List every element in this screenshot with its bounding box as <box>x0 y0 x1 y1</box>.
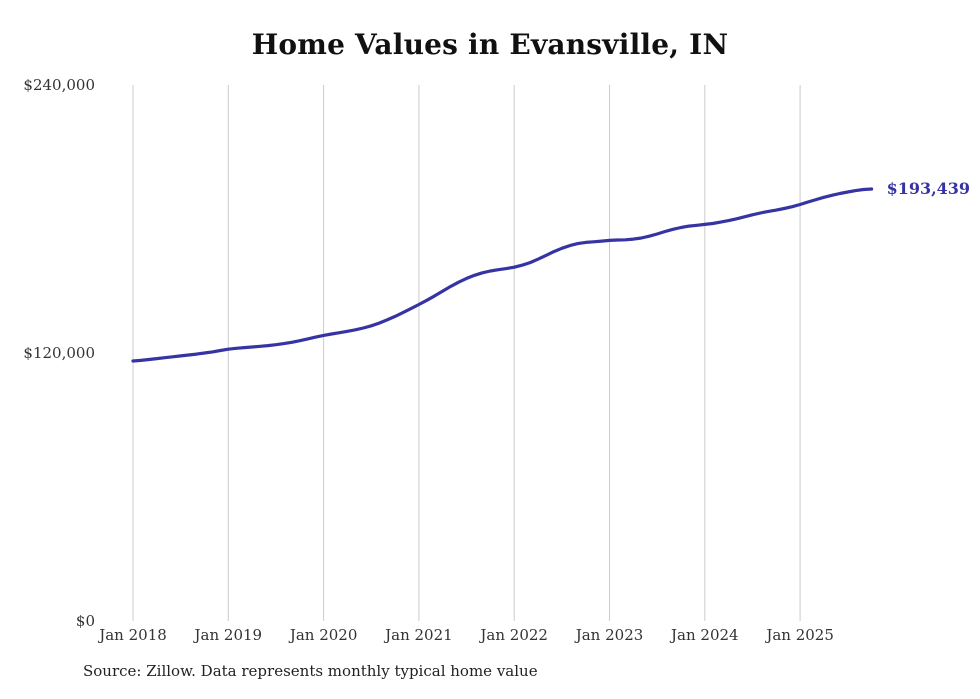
latest-value-label: $193,439 <box>886 178 971 198</box>
x-axis-label: Jan 2018 <box>99 626 167 644</box>
y-axis-label-240000: $240,000 <box>23 76 95 94</box>
home-value-line <box>131 187 874 363</box>
gridlines <box>132 85 801 621</box>
x-axis-label: Jan 2023 <box>575 626 644 644</box>
chart-title: Home Values in Evansville, IN <box>251 28 729 61</box>
y-axis-label-120000: $120,000 <box>23 344 95 362</box>
x-axis-label: Jan 2022 <box>480 626 548 644</box>
x-axis-label: Jan 2019 <box>194 626 263 644</box>
x-axis-label: Jan 2021 <box>385 626 453 644</box>
x-axis-label: Jan 2025 <box>766 626 834 644</box>
y-axis-label-0: $0 <box>75 612 95 630</box>
source-note: Source: Zillow. Data represents monthly … <box>83 662 538 680</box>
x-axis-label: Jan 2024 <box>671 626 739 644</box>
x-axis-label: Jan 2020 <box>289 626 358 644</box>
